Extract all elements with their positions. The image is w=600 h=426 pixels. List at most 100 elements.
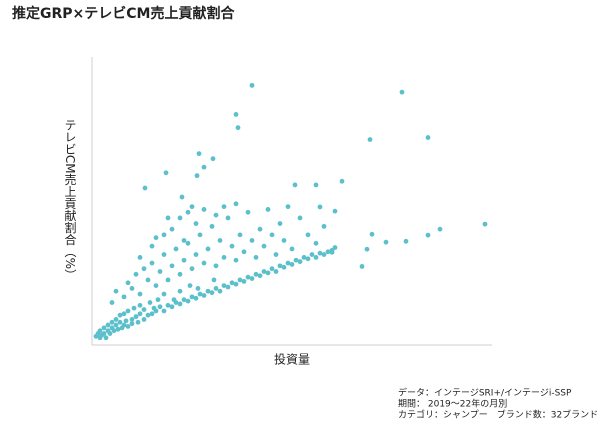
scatter-point: [213, 263, 219, 269]
scatter-point: [253, 271, 259, 277]
scatter-point: [145, 277, 151, 283]
scatter-point: [179, 194, 185, 200]
scatter-point: [289, 246, 295, 252]
scatter-point: [121, 322, 127, 328]
scatter-point: [281, 238, 287, 243]
scatter-point: [177, 301, 183, 307]
scatter-point: [169, 304, 175, 310]
scatter-point: [137, 255, 143, 260]
scatter-point: [137, 311, 143, 317]
scatter-point: [257, 273, 263, 279]
scatter-point: [165, 302, 171, 308]
scatter-point: [197, 232, 203, 238]
scatter-point: [185, 240, 191, 246]
scatter-point: [123, 318, 129, 324]
scatter-point: [209, 223, 215, 229]
scatter-point: [149, 311, 155, 317]
scatter-point: [241, 249, 247, 255]
scatter-point: [213, 286, 219, 291]
scatter-point: [149, 260, 155, 266]
scatter-point: [177, 215, 183, 221]
scatter-point: [169, 226, 175, 232]
scatter-point: [189, 294, 195, 300]
scatter-point: [113, 288, 119, 294]
scatter-point: [269, 266, 275, 272]
scatter-point: [332, 208, 338, 214]
scatter-point: [249, 82, 255, 88]
scatter-point: [109, 319, 115, 325]
scatter-point: [285, 260, 291, 266]
scatter-point: [317, 250, 323, 256]
scatter-point: [173, 246, 179, 252]
scatter-point: [194, 173, 200, 179]
scatter-point: [181, 297, 187, 303]
scatter-point: [245, 274, 251, 280]
scatter-point: [321, 223, 327, 229]
scatter-point: [115, 326, 121, 332]
scatter-point: [161, 291, 167, 297]
scatter-point: [221, 255, 227, 260]
scatter-point: [125, 324, 131, 329]
scatter-point: [121, 311, 127, 317]
scatter-point: [129, 286, 135, 291]
scatter-point: [153, 308, 159, 314]
scatter-point: [165, 215, 171, 221]
scatter-point: [213, 212, 219, 218]
scatter-point: [211, 277, 217, 283]
scatter-point: [193, 221, 199, 226]
scatter-point: [273, 269, 279, 274]
scatter-point: [193, 252, 199, 257]
scatter-point: [131, 305, 137, 311]
scatter-point: [149, 243, 155, 249]
scatter-point: [185, 209, 191, 215]
note: 期間： 2019～22年の月別: [398, 398, 507, 410]
scatter-point: [285, 204, 291, 210]
scatter-point: [135, 319, 141, 325]
scatter-point: [205, 246, 211, 252]
scatter-point: [217, 238, 223, 243]
scatter-point: [309, 252, 315, 257]
scatter-point: [142, 185, 148, 191]
scatter-point: [111, 328, 117, 334]
scatter-point: [125, 308, 131, 314]
scatter-point: [399, 89, 405, 95]
scatter-point: [177, 271, 183, 277]
scatter-point: [297, 259, 303, 265]
scatter-point: [153, 235, 159, 241]
scatter-point: [145, 312, 151, 318]
scatter-point: [321, 252, 327, 257]
scatter-point: [237, 232, 243, 238]
scatter-point: [103, 335, 109, 341]
scatter-point: [161, 252, 167, 257]
scatter-point: [107, 331, 113, 336]
scatter-point: [313, 182, 319, 188]
scatter-point: [332, 245, 338, 250]
scatter-point: [249, 276, 255, 281]
scatter-point: [97, 328, 103, 334]
scatter-point: [313, 255, 319, 260]
scatter-point: [265, 270, 271, 276]
scatter-point: [229, 280, 235, 286]
scatter-point: [195, 286, 201, 291]
scatter-point: [273, 252, 279, 257]
note: カテゴリ：シャンプー ブランド数：32ブランド: [398, 409, 598, 421]
scatter-point: [403, 238, 409, 244]
scatter-point: [117, 319, 123, 325]
scatter-point: [221, 283, 227, 288]
scatter-point: [225, 215, 231, 221]
scatter-point: [201, 260, 207, 266]
scatter-point: [163, 170, 169, 176]
scatter-point: [217, 288, 223, 294]
scatter-point: [125, 280, 131, 286]
scatter-point: [147, 300, 153, 305]
x-axis-label: 投資量: [274, 352, 310, 367]
scatter-point: [210, 156, 216, 162]
scatter-point: [301, 255, 307, 260]
scatter-point: [181, 238, 187, 243]
scatter-point: [235, 125, 241, 131]
scatter-point: [113, 317, 119, 322]
scatter-point: [277, 221, 283, 226]
scatter-point: [137, 291, 143, 297]
scatter-point: [201, 164, 207, 170]
